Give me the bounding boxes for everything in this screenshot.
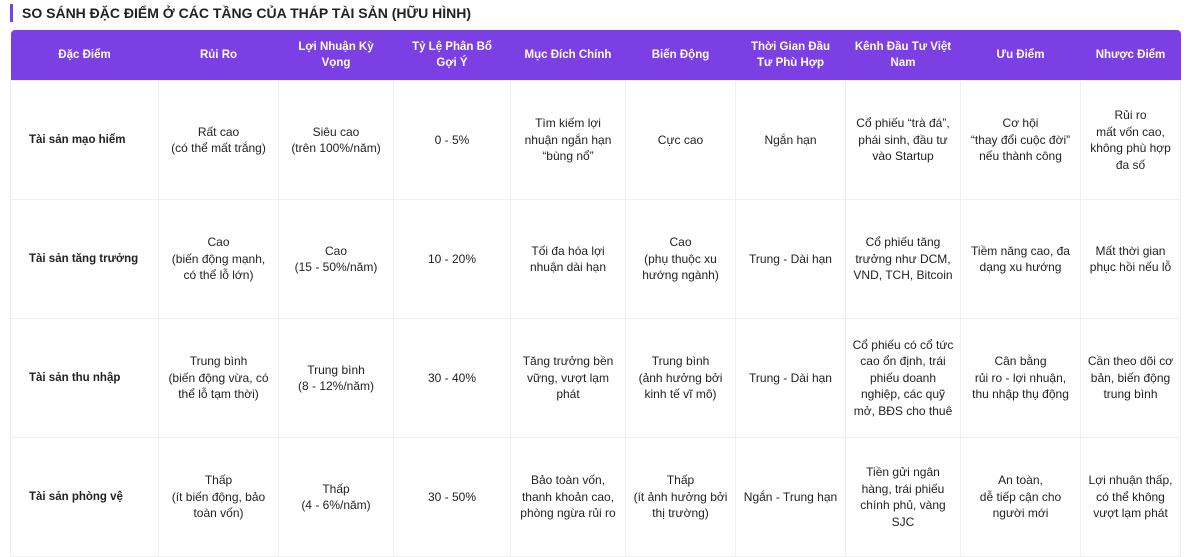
table-cell: Ngắn - Trung hạn	[735, 437, 846, 557]
header-cell: Rủi Ro	[158, 30, 279, 81]
table-cell: Trung bình (ảnh hưởng bởi kinh tế vĩ mô)	[625, 318, 736, 438]
table-cell: Cao (biến động mạnh, có thể lỗ lớn)	[158, 199, 279, 319]
table-cell: Rất cao (có thể mất trắng)	[158, 80, 279, 200]
table-cell: Trung - Dài hạn	[735, 318, 846, 438]
header-cell: Mục Đích Chính	[510, 30, 626, 81]
table-cell: 10 - 20%	[393, 199, 511, 319]
table-cell: Cổ phiếu tăng trưởng như DCM, VND, TCH, …	[845, 199, 961, 319]
header-cell: Nhược Điểm	[1080, 30, 1181, 81]
header-cell: Thời Gian Đầu Tư Phù Hợp	[735, 30, 846, 81]
row-label: Tài sản phòng vệ	[10, 437, 159, 557]
table-row: Tài sản phòng vệ Thấp (ít biến động, bảo …	[10, 437, 1181, 557]
table-cell: Cao (15 - 50%/năm)	[278, 199, 394, 319]
table-cell: An toàn, dễ tiếp cận cho người mới	[960, 437, 1081, 557]
table-cell: Cân bằng rủi ro - lợi nhuận, thu nhập th…	[960, 318, 1081, 438]
table-cell: Trung bình (biến động vừa, có thể lỗ tạm…	[158, 318, 279, 438]
table-cell: Cần theo dõi cơ bản, biến động trung bìn…	[1080, 318, 1181, 438]
header-cell: Kênh Đầu Tư Việt Nam	[845, 30, 961, 81]
table-body: Tài sản mạo hiểm Rất cao (có thể mất trắn…	[10, 80, 1181, 557]
table-cell: Tìm kiếm lợi nhuận ngắn hạn “bùng nổ”	[510, 80, 626, 200]
table-cell: Tối đa hóa lợi nhuận dài hạn	[510, 199, 626, 319]
table-cell: 30 - 40%	[393, 318, 511, 438]
table-cell: Tiềm năng cao, đa dạng xu hướng	[960, 199, 1081, 319]
table-cell: Trung - Dài hạn	[735, 199, 846, 319]
table-row: Tài sản thu nhập Trung bình (biến động vừ…	[10, 318, 1181, 438]
table-cell: Thấp (4 - 6%/năm)	[278, 437, 394, 557]
header-cell: Đặc Điểm	[10, 30, 159, 81]
comparison-table: Đặc Điểm Rủi Ro Lợi Nhuận Kỳ Vọng Tỷ Lệ Phâ…	[10, 30, 1181, 557]
table-cell: Tiền gửi ngân hàng, trái phiếu chính phủ…	[845, 437, 961, 557]
table-cell: Siêu cao (trên 100%/năm)	[278, 80, 394, 200]
header-cell: Biến Động	[625, 30, 736, 81]
table-cell: Thấp (ít biến động, bảo toàn vốn)	[158, 437, 279, 557]
table-cell: Ngắn hạn	[735, 80, 846, 200]
table-cell: Cổ phiếu “trà đá”, phái sinh, đầu tư vào…	[845, 80, 961, 200]
table-wrapper: Đặc Điểm Rủi Ro Lợi Nhuận Kỳ Vọng Tỷ Lệ Phâ…	[10, 30, 1181, 557]
table-cell: Cổ phiếu có cổ tức cao ổn định, trái phi…	[845, 318, 961, 438]
row-label: Tài sản mạo hiểm	[10, 80, 159, 200]
table-cell: Rủi ro mất vốn cao, không phù hợp đa số	[1080, 80, 1181, 200]
table-cell: Lợi nhuận thấp, có thể không vượt lạm ph…	[1080, 437, 1181, 557]
table-header: Đặc Điểm Rủi Ro Lợi Nhuận Kỳ Vọng Tỷ Lệ Phâ…	[10, 30, 1181, 81]
table-cell: Tăng trưởng bền vững, vượt lạm phát	[510, 318, 626, 438]
table-cell: Cao (phụ thuộc xu hướng ngành)	[625, 199, 736, 319]
row-label: Tài sản tăng trưởng	[10, 199, 159, 319]
header-cell: Tỷ Lệ Phân Bổ Gợi Ý	[393, 30, 511, 81]
header-row: Đặc Điểm Rủi Ro Lợi Nhuận Kỳ Vọng Tỷ Lệ Phâ…	[10, 30, 1181, 81]
table-cell: Thấp (ít ảnh hưởng bởi thị trường)	[625, 437, 736, 557]
header-cell: Ưu Điểm	[960, 30, 1081, 81]
header-cell: Lợi Nhuận Kỳ Vọng	[278, 30, 394, 81]
table-cell: Bảo toàn vốn, thanh khoản cao, phòng ngừ…	[510, 437, 626, 557]
table-cell: Cơ hội “thay đổi cuộc đời” nếu thành côn…	[960, 80, 1081, 200]
row-label: Tài sản thu nhập	[10, 318, 159, 438]
table-cell: Mất thời gian phục hồi nếu lỗ	[1080, 199, 1181, 319]
table-cell: 30 - 50%	[393, 437, 511, 557]
table-cell: Cực cao	[625, 80, 736, 200]
table-row: Tài sản tăng trưởng Cao (biến động mạnh, …	[10, 199, 1181, 319]
table-cell: Trung bình (8 - 12%/năm)	[278, 318, 394, 438]
section-title: SO SÁNH ĐẶC ĐIỂM Ở CÁC TẦNG CỦA THÁP TÀI…	[10, 4, 471, 22]
table-cell: 0 - 5%	[393, 80, 511, 200]
table-row: Tài sản mạo hiểm Rất cao (có thể mất trắn…	[10, 80, 1181, 200]
page: SO SÁNH ĐẶC ĐIỂM Ở CÁC TẦNG CỦA THÁP TÀI…	[10, 4, 1181, 557]
